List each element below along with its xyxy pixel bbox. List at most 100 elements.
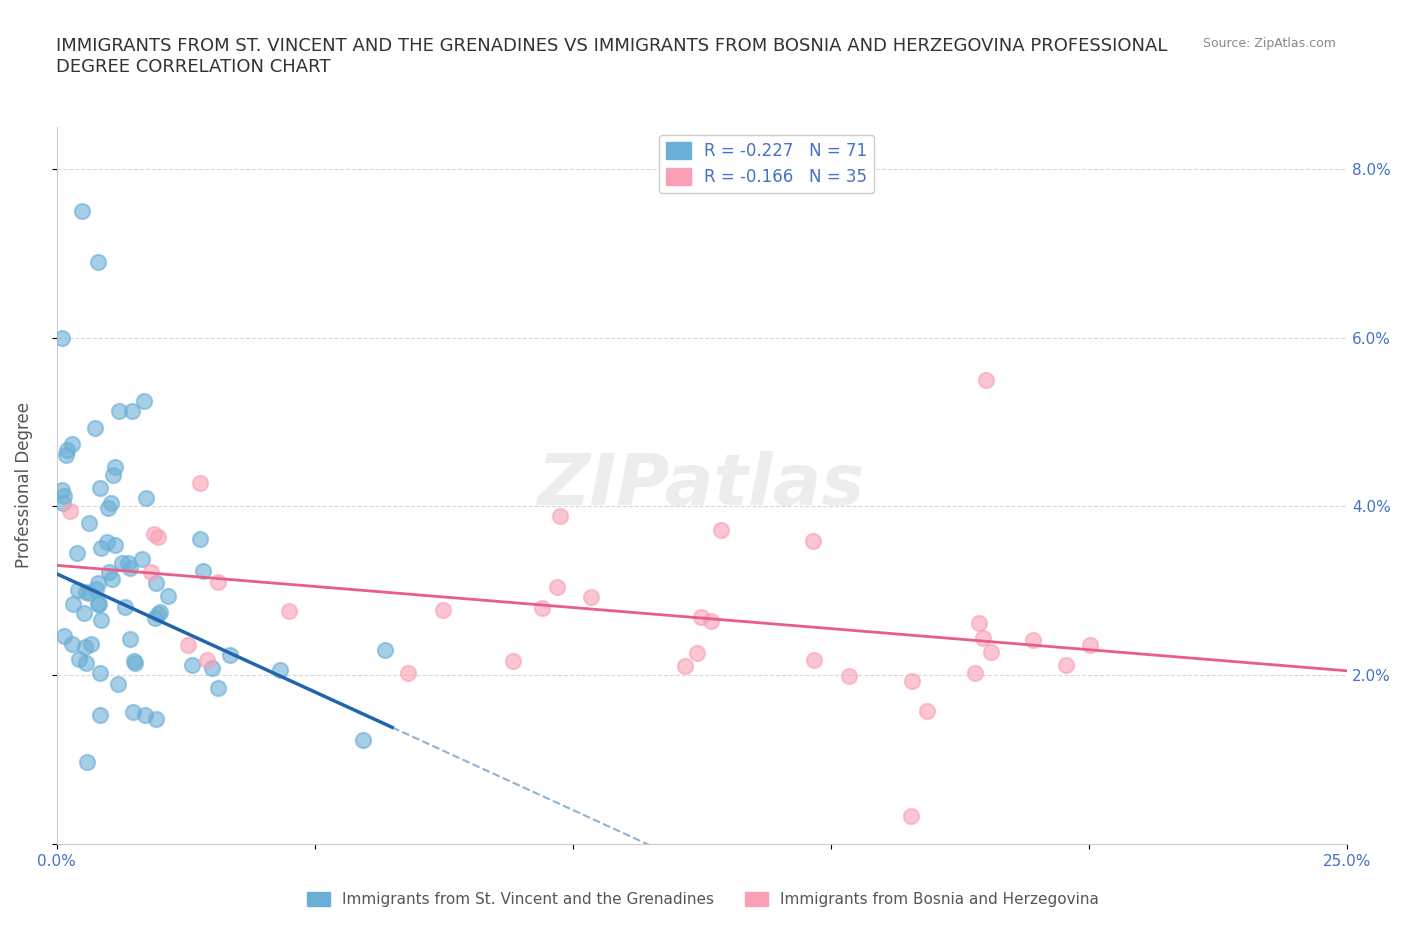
Immigrants from St. Vincent and the Grenadines [352,732,374,747]
Immigrants from St. Vincent and the Grenadines [269,662,291,677]
Immigrants from St. Vincent and the Grenadines [134,707,156,722]
Immigrants from St. Vincent and the Grenadines [51,330,73,345]
Immigrants from Bosnia and Herzegovina [432,603,454,618]
Immigrants from Bosnia and Herzegovina [188,475,211,490]
Immigrants from St. Vincent and the Grenadines [60,436,83,451]
Immigrants from Bosnia and Herzegovina [803,534,825,549]
Immigrants from Bosnia and Herzegovina [579,590,602,604]
Immigrants from St. Vincent and the Grenadines [114,600,136,615]
Immigrants from Bosnia and Herzegovina [59,504,82,519]
Immigrants from St. Vincent and the Grenadines [72,204,94,219]
Immigrants from St. Vincent and the Grenadines [77,515,100,530]
Immigrants from Bosnia and Herzegovina [900,809,922,824]
Immigrants from St. Vincent and the Grenadines [121,404,143,418]
Immigrants from St. Vincent and the Grenadines [145,576,167,591]
Immigrants from St. Vincent and the Grenadines [55,448,77,463]
Immigrants from Bosnia and Herzegovina [915,703,938,718]
Immigrants from St. Vincent and the Grenadines [107,676,129,691]
Immigrants from St. Vincent and the Grenadines [120,561,142,576]
Immigrants from Bosnia and Herzegovina [686,645,709,660]
Immigrants from Bosnia and Herzegovina [1054,658,1077,672]
Immigrants from Bosnia and Herzegovina [146,530,169,545]
Immigrants from St. Vincent and the Grenadines [62,597,84,612]
Immigrants from St. Vincent and the Grenadines [90,540,112,555]
Immigrants from St. Vincent and the Grenadines [87,254,110,269]
Immigrants from Bosnia and Herzegovina [502,654,524,669]
Immigrants from Bosnia and Herzegovina [900,673,922,688]
Immigrants from St. Vincent and the Grenadines [87,596,110,611]
Immigrants from Bosnia and Herzegovina [980,644,1002,659]
Legend: R = -0.227   N = 71, R = -0.166   N = 35: R = -0.227 N = 71, R = -0.166 N = 35 [659,135,875,193]
Immigrants from St. Vincent and the Grenadines [107,404,129,418]
Immigrants from St. Vincent and the Grenadines [149,604,172,619]
Y-axis label: Professional Degree: Professional Degree [15,402,32,568]
Text: ZIPatlas: ZIPatlas [538,451,866,520]
Immigrants from St. Vincent and the Grenadines [103,468,125,483]
Immigrants from Bosnia and Herzegovina [972,631,994,645]
Immigrants from Bosnia and Herzegovina [700,614,723,629]
Immigrants from St. Vincent and the Grenadines [53,489,76,504]
Immigrants from St. Vincent and the Grenadines [157,589,180,604]
Immigrants from St. Vincent and the Grenadines [101,571,124,586]
Immigrants from Bosnia and Herzegovina [530,601,553,616]
Immigrants from Bosnia and Herzegovina [690,609,713,624]
Immigrants from St. Vincent and the Grenadines [124,656,146,671]
Immigrants from St. Vincent and the Grenadines [193,564,215,578]
Immigrants from St. Vincent and the Grenadines [188,532,211,547]
Immigrants from St. Vincent and the Grenadines [97,500,120,515]
Immigrants from St. Vincent and the Grenadines [75,585,97,600]
Immigrants from Bosnia and Herzegovina [396,666,419,681]
Immigrants from Bosnia and Herzegovina [969,616,991,631]
Immigrants from Bosnia and Herzegovina [838,668,860,683]
Immigrants from St. Vincent and the Grenadines [84,581,107,596]
Text: Source: ZipAtlas.com: Source: ZipAtlas.com [1202,37,1336,50]
Immigrants from Bosnia and Herzegovina [143,526,166,541]
Immigrants from St. Vincent and the Grenadines [201,661,224,676]
Text: IMMIGRANTS FROM ST. VINCENT AND THE GRENADINES VS IMMIGRANTS FROM BOSNIA AND HER: IMMIGRANTS FROM ST. VINCENT AND THE GREN… [56,37,1167,76]
Immigrants from St. Vincent and the Grenadines [374,643,396,658]
Immigrants from St. Vincent and the Grenadines [89,596,111,611]
Immigrants from St. Vincent and the Grenadines [73,640,96,655]
Immigrants from St. Vincent and the Grenadines [76,754,98,769]
Immigrants from St. Vincent and the Grenadines [52,495,75,510]
Immigrants from St. Vincent and the Grenadines [80,636,103,651]
Immigrants from Bosnia and Herzegovina [1080,638,1102,653]
Immigrants from Bosnia and Herzegovina [195,653,218,668]
Legend: Immigrants from St. Vincent and the Grenadines, Immigrants from Bosnia and Herze: Immigrants from St. Vincent and the Gren… [301,885,1105,913]
Immigrants from St. Vincent and the Grenadines [90,613,112,628]
Immigrants from Bosnia and Herzegovina [546,580,568,595]
Immigrants from St. Vincent and the Grenadines [122,653,145,668]
Immigrants from St. Vincent and the Grenadines [89,481,111,496]
Immigrants from St. Vincent and the Grenadines [67,651,90,666]
Immigrants from Bosnia and Herzegovina [207,574,229,589]
Immigrants from St. Vincent and the Grenadines [51,483,73,498]
Immigrants from St. Vincent and the Grenadines [104,459,127,474]
Immigrants from St. Vincent and the Grenadines [131,551,153,566]
Immigrants from St. Vincent and the Grenadines [121,705,143,720]
Immigrants from St. Vincent and the Grenadines [89,665,111,680]
Immigrants from St. Vincent and the Grenadines [135,490,157,505]
Immigrants from St. Vincent and the Grenadines [60,636,83,651]
Immigrants from St. Vincent and the Grenadines [96,535,118,550]
Immigrants from Bosnia and Herzegovina [673,659,696,674]
Immigrants from Bosnia and Herzegovina [709,522,731,537]
Immigrants from St. Vincent and the Grenadines [98,565,121,579]
Immigrants from St. Vincent and the Grenadines [146,606,169,621]
Immigrants from St. Vincent and the Grenadines [77,586,100,601]
Immigrants from Bosnia and Herzegovina [965,665,987,680]
Immigrants from St. Vincent and the Grenadines [111,556,134,571]
Immigrants from Bosnia and Herzegovina [548,508,571,523]
Immigrants from Bosnia and Herzegovina [141,565,163,580]
Immigrants from St. Vincent and the Grenadines [53,629,76,644]
Immigrants from St. Vincent and the Grenadines [72,605,94,620]
Immigrants from St. Vincent and the Grenadines [181,658,204,672]
Immigrants from St. Vincent and the Grenadines [84,420,107,435]
Immigrants from St. Vincent and the Grenadines [104,538,127,552]
Immigrants from St. Vincent and the Grenadines [66,545,89,560]
Immigrants from St. Vincent and the Grenadines [117,555,139,570]
Immigrants from St. Vincent and the Grenadines [75,656,97,671]
Immigrants from St. Vincent and the Grenadines [207,681,229,696]
Immigrants from St. Vincent and the Grenadines [55,443,77,458]
Immigrants from St. Vincent and the Grenadines [143,610,166,625]
Immigrants from St. Vincent and the Grenadines [67,583,90,598]
